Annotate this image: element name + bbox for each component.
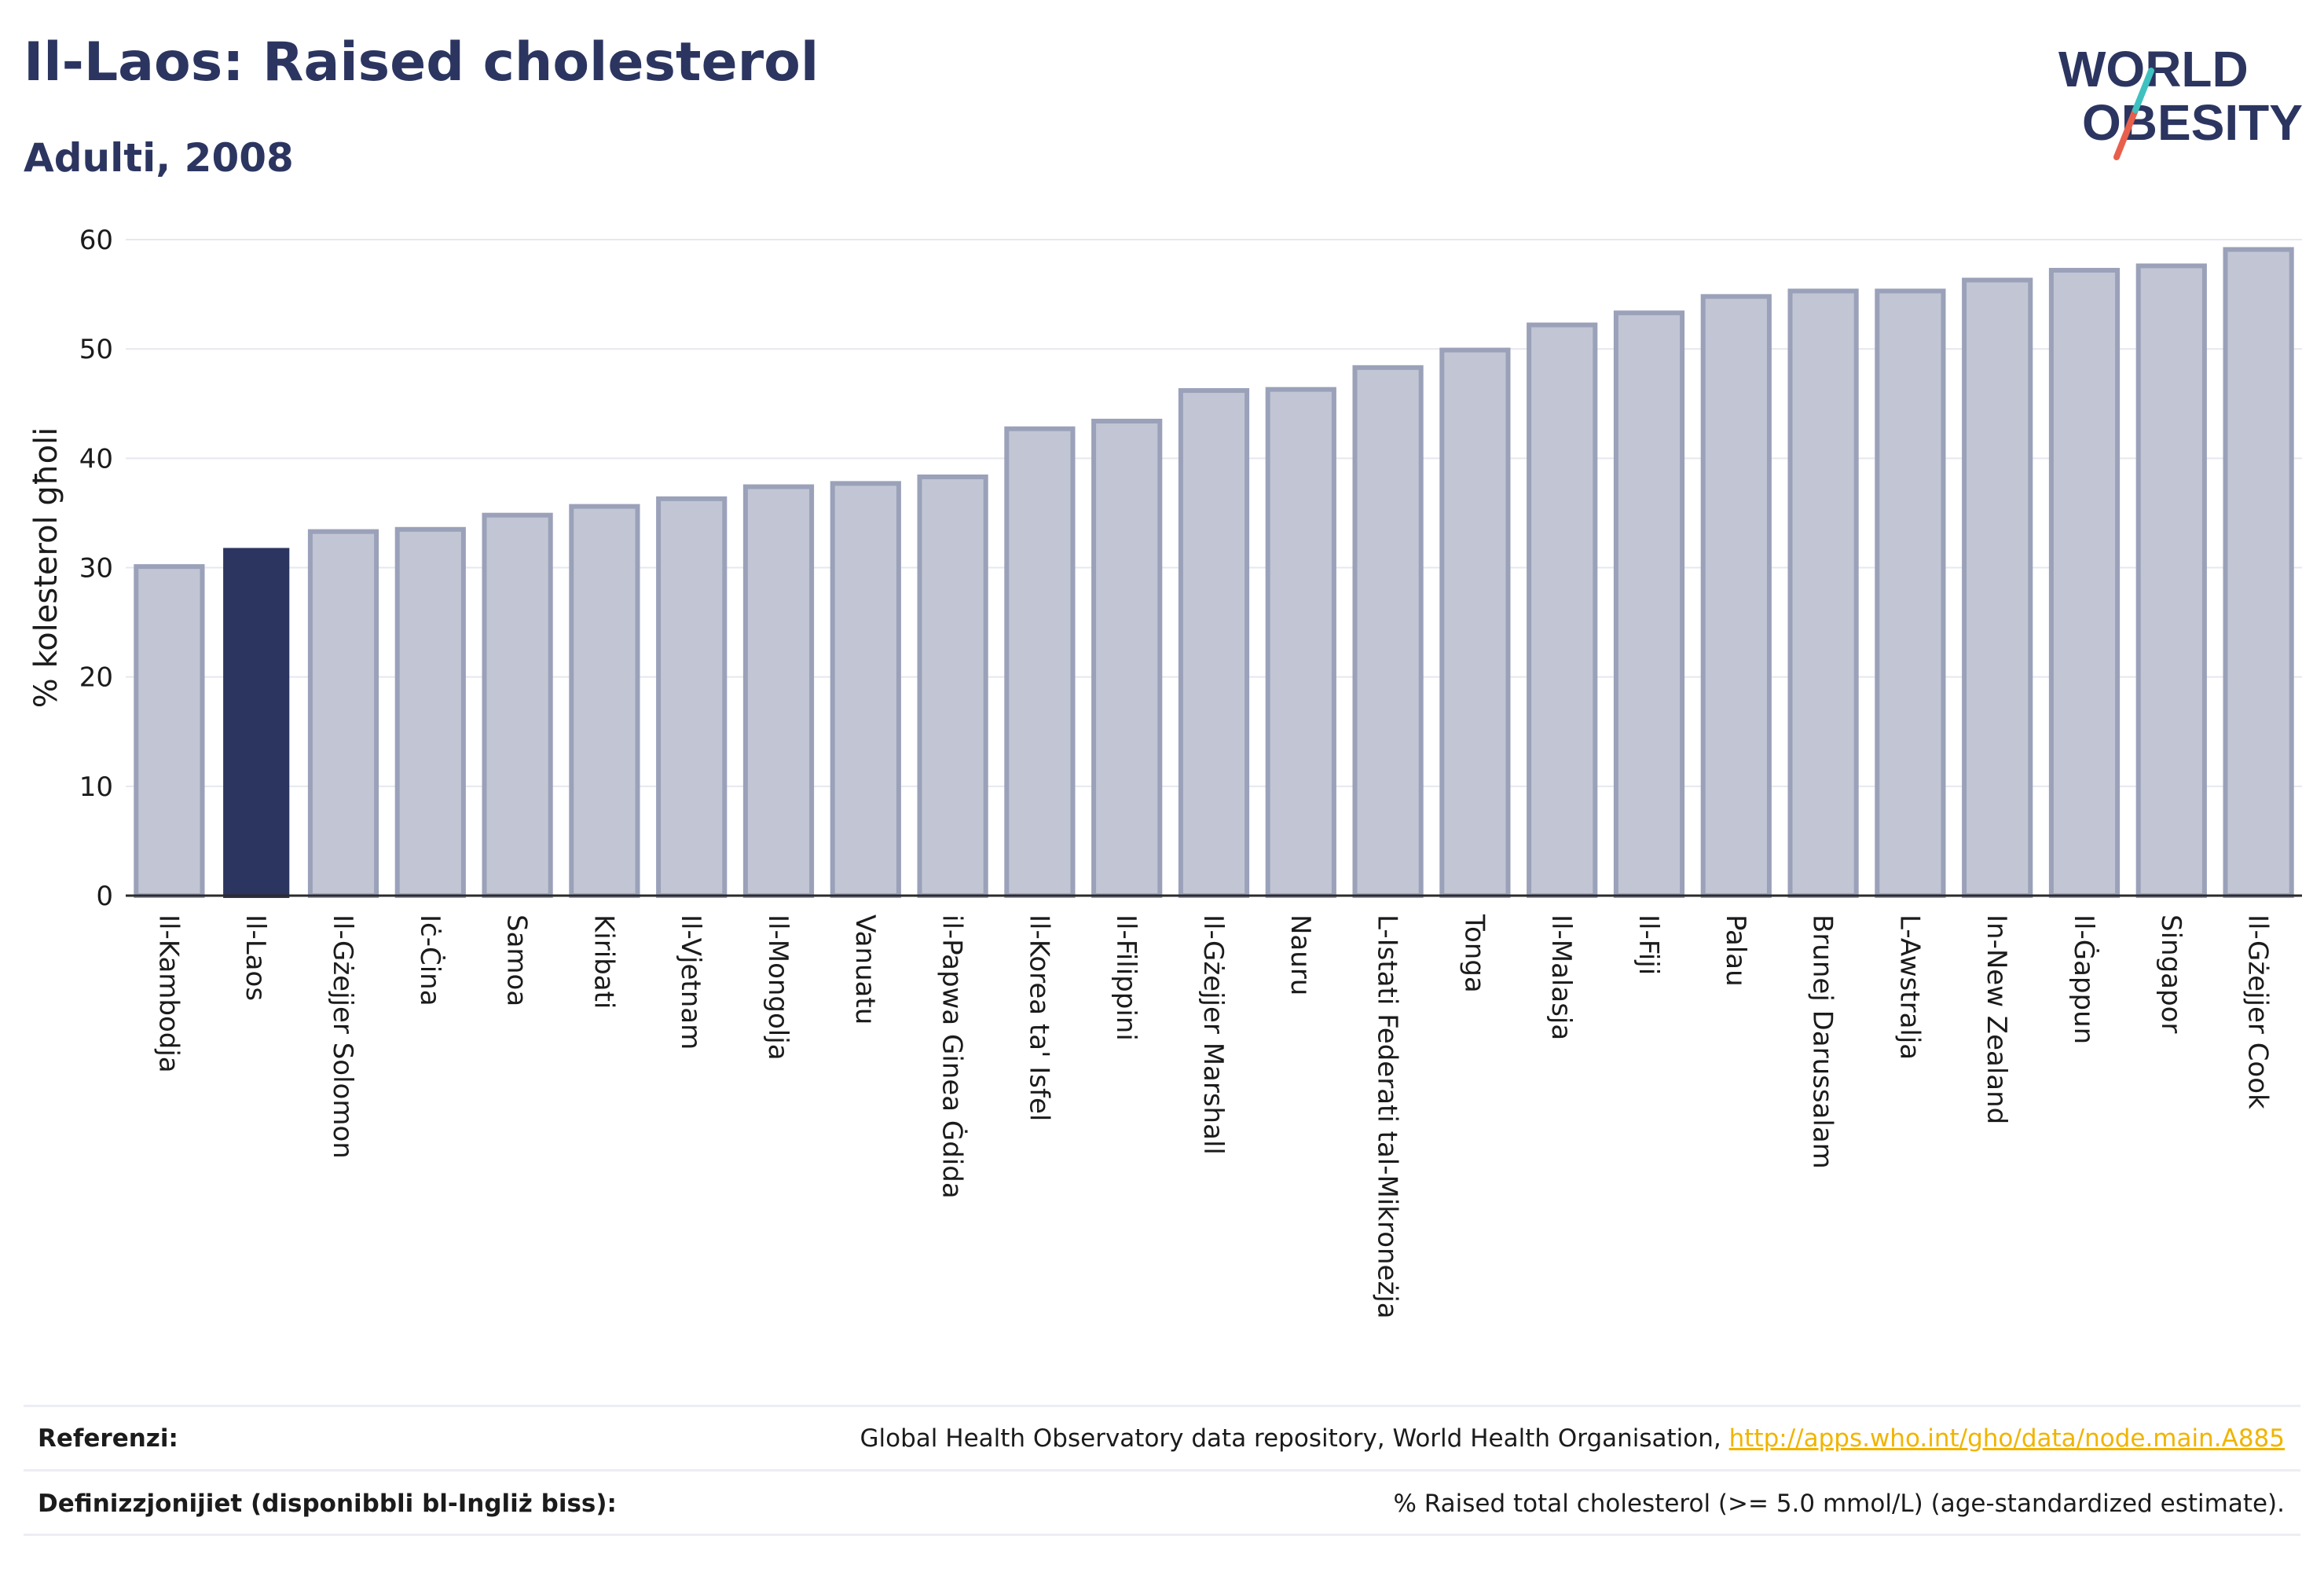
- references-text: Global Health Observatory data repositor…: [860, 1424, 1729, 1453]
- x-tick-label: Il-Filippini: [1110, 914, 1142, 1041]
- bar: [742, 484, 815, 898]
- x-tick-label: Il-Ġappun: [2068, 914, 2100, 1044]
- bar: [1875, 288, 1946, 898]
- bar: [1527, 322, 1598, 898]
- bar: [2135, 263, 2207, 898]
- bars: [134, 247, 2294, 899]
- bar: [394, 526, 466, 899]
- x-tick-label: Nauru: [1285, 914, 1316, 995]
- world-obesity-logo: WORLD OBESITY: [2058, 41, 2303, 160]
- logo-slash-teal: [2132, 68, 2154, 113]
- y-tick-label: 40: [79, 443, 113, 475]
- x-tick-label: Il-Mongolja: [762, 914, 794, 1061]
- bar: [569, 504, 640, 898]
- bar: [223, 548, 290, 898]
- footer-divider-top: [24, 1405, 2300, 1407]
- references-value: Global Health Observatory data repositor…: [860, 1424, 2285, 1453]
- x-tick-label: Iċ-Ċina: [414, 914, 446, 1006]
- y-tick-label: 60: [79, 225, 113, 256]
- x-tick-label: Il-Gżejjer Marshall: [1197, 914, 1229, 1155]
- y-tick-label: 10: [79, 772, 113, 803]
- bar: [917, 474, 988, 898]
- x-tick-label: Il-Laos: [240, 914, 271, 1001]
- x-tick-label: Il-Kambodja: [152, 914, 184, 1073]
- bar: [1352, 365, 1424, 898]
- x-tick-label: Il-Gżejjer Cook: [2242, 914, 2274, 1109]
- x-tick-label: il-Papwa Ginea Ġdida: [937, 914, 969, 1199]
- x-tick-label: In-New Zealand: [1981, 914, 2012, 1124]
- x-tick-label: L-Istati Federati tal-Mikroneżja: [1372, 914, 1403, 1319]
- x-tick-label: Brunej Darussalam: [1807, 914, 1838, 1169]
- logo-line2: OBESITY: [2082, 94, 2303, 151]
- bar: [1265, 387, 1336, 898]
- footer-divider-bottom: [24, 1534, 2300, 1536]
- x-tick-label: Il-Gżejjer Solomon: [327, 914, 358, 1159]
- bar: [134, 564, 205, 898]
- bar: [1787, 288, 1859, 898]
- bar: [2223, 247, 2294, 898]
- page-title: Il-Laos: Raised cholesterol: [24, 31, 819, 93]
- bar: [1004, 426, 1076, 898]
- x-tick-label: Palau: [1720, 914, 1751, 987]
- y-tick-label: 50: [79, 334, 113, 365]
- x-tick-label: Vanuatu: [849, 914, 881, 1024]
- x-tick-label: Tonga: [1458, 914, 1490, 993]
- bar: [1439, 347, 1511, 898]
- references-link[interactable]: http://apps.who.int/gho/data/node.main.A…: [1728, 1424, 2285, 1453]
- bar: [2048, 267, 2121, 898]
- labels: 0 10 20 30 40 50 60 Il-Kambodja Il-Laos Il-Gżejje…: [28, 225, 2274, 1319]
- page-subtitle: Adulti, 2008: [24, 135, 294, 181]
- footer-divider-middle: [24, 1469, 2300, 1472]
- y-tick-label: 30: [79, 553, 113, 585]
- y-axis-label: % kolesterol għoli: [28, 427, 64, 709]
- x-tick-label: L-Awstralja: [1893, 914, 1925, 1060]
- bar: [307, 529, 379, 898]
- bar: [1613, 310, 1685, 899]
- y-tick-label: 0: [96, 881, 113, 912]
- bar: [1700, 294, 1772, 899]
- bar: [1178, 388, 1250, 898]
- references-label: Referenzi:: [38, 1424, 178, 1453]
- definitions-text: % Raised total cholesterol (>= 5.0 mmol/…: [1393, 1490, 2285, 1518]
- x-tick-label: Samoa: [501, 914, 533, 1006]
- bar-chart: 0 10 20 30 40 50 60 Il-Kambodja Il-Laos Il-Gżejje…: [28, 225, 2302, 1319]
- x-tick-label: Singapor: [2155, 914, 2187, 1033]
- x-tick-label: Kiribati: [588, 914, 619, 1009]
- logo-slash-red: [2113, 107, 2139, 160]
- bar: [656, 496, 728, 898]
- x-tick-label: Il-Malasja: [1545, 914, 1577, 1040]
- x-tick-label: Il-Fiji: [1633, 914, 1664, 975]
- definitions-label: Definizzjonijiet (disponibbli bl-Ingliż …: [38, 1490, 617, 1518]
- x-tick-label: Il-Vjetnam: [675, 914, 706, 1050]
- bar: [1091, 419, 1163, 898]
- x-tick-label: Il-Korea ta' Isfel: [1023, 914, 1054, 1121]
- bar: [1962, 277, 2033, 899]
- bar: [482, 512, 553, 898]
- y-tick-label: 20: [79, 662, 113, 694]
- bar: [830, 481, 901, 898]
